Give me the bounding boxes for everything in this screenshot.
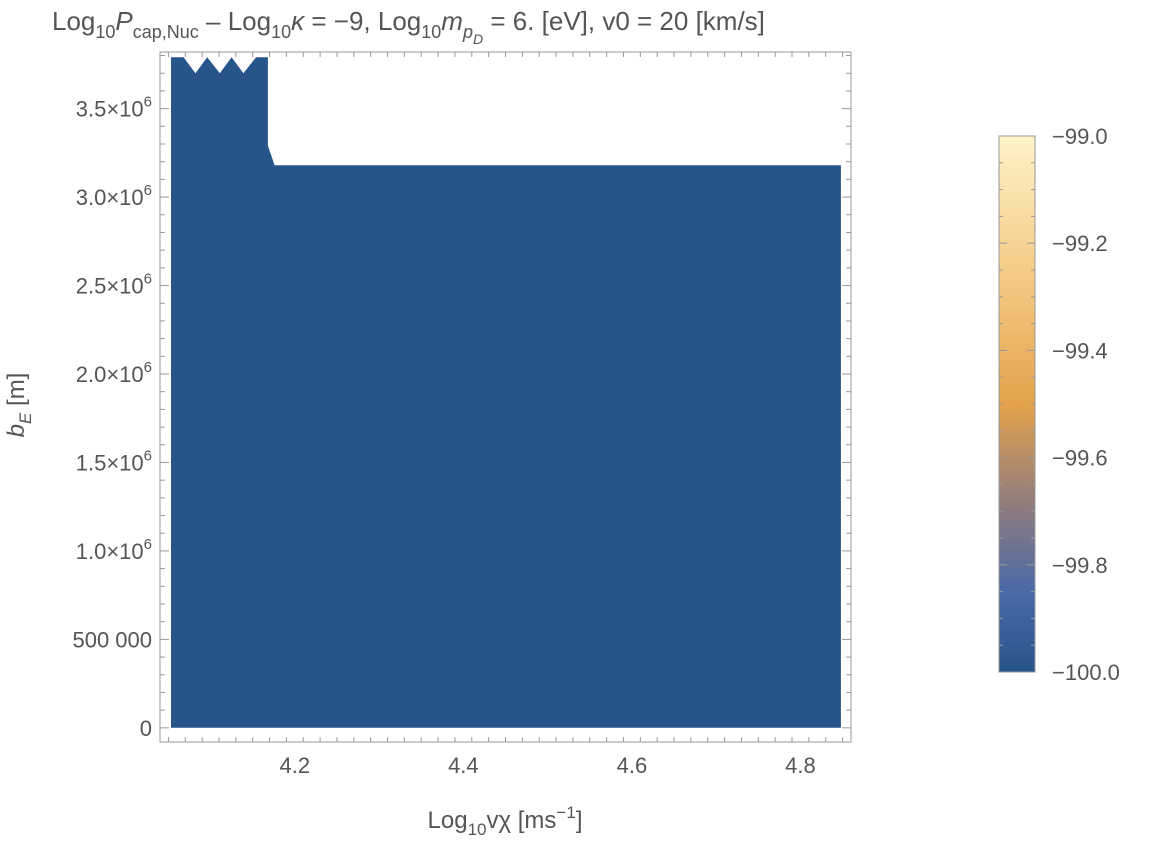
colorbar-tick-label: −99.0 [1052,124,1108,149]
y-axis-label: bE [m] [3,373,35,438]
x-tick-label: 4.8 [785,753,816,778]
y-tick-label: 500 000 [72,627,152,652]
x-tick-label: 4.2 [280,753,311,778]
y-tick-label: 3.0×106 [76,182,152,210]
x-axis-label: Log10vχ [ms−1] [428,803,583,839]
colorbar-tick-label: −99.8 [1052,553,1108,578]
y-tick-label: 2.5×106 [76,271,152,299]
x-axis-ticks: 4.2 4.4 4.6 4.8 [167,52,844,778]
y-tick-label: 3.5×106 [76,94,152,122]
colorbar-tick-label: −100.0 [1052,660,1120,685]
colorbar-tick-label: −99.2 [1052,231,1108,256]
x-tick-label: 4.4 [448,753,479,778]
colorbar-tick-label: −99.6 [1052,446,1108,471]
colorbar: −99.0 −99.2 −99.4 −99.6 −99.8 −100.0 [998,124,1120,685]
y-tick-label: 2.0×106 [76,359,152,387]
plot-area: 4.2 4.4 4.6 4.8 0 500 000 1.0×106 1.5×106 2.0×1… [72,51,852,778]
colorbar-tick-label: −99.4 [1052,338,1108,363]
y-tick-label: 1.5×106 [76,447,152,475]
y-tick-label: 1.0×106 [76,536,152,564]
y-tick-label: 0 [140,716,152,741]
y-axis-ticks: 0 500 000 1.0×106 1.5×106 2.0×106 2.5×106 3.0×… [72,55,851,741]
filled-region [171,57,841,728]
colorbar-ticks: −99.0 −99.2 −99.4 −99.6 −99.8 −100.0 [999,124,1120,685]
x-tick-label: 4.6 [617,753,648,778]
chart-title: Log10Pcap,Nuc – Log10κ = −9, Log10mpD = … [52,6,765,47]
colorbar-bar [999,136,1035,672]
